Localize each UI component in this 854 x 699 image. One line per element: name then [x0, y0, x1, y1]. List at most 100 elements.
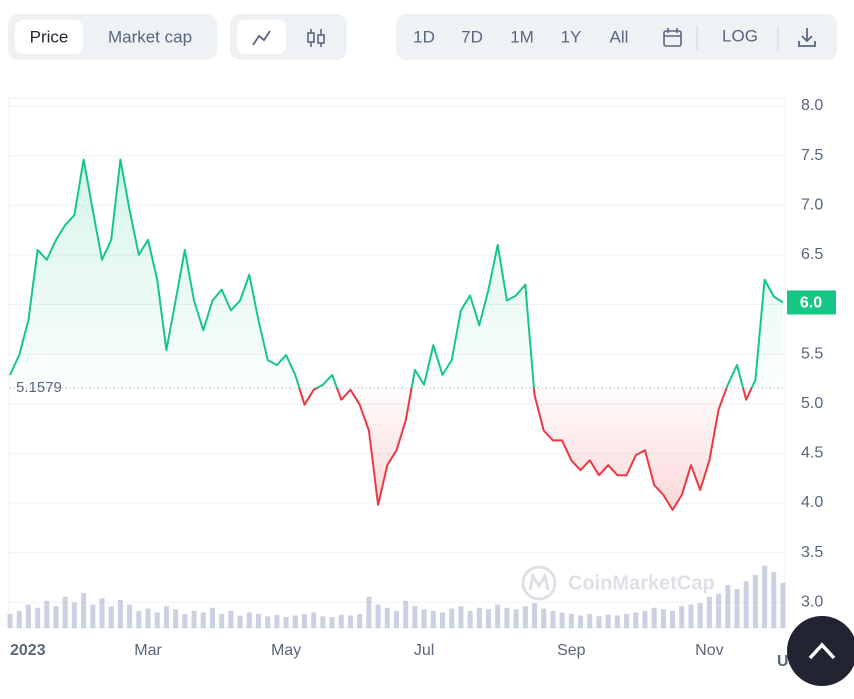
volume-bar — [559, 612, 565, 628]
range-1d[interactable]: 1D — [413, 27, 435, 46]
volume-bar — [127, 604, 133, 628]
x-tick-label: Mar — [134, 642, 162, 659]
volume-bar — [329, 617, 335, 628]
current-price-tag — [787, 290, 836, 315]
y-tick-label: 7.5 — [801, 147, 823, 164]
volume-bar — [504, 607, 510, 628]
volume-bar — [605, 614, 611, 628]
calendar-icon[interactable] — [663, 28, 682, 47]
volume-bar — [430, 610, 436, 628]
volume-bar — [173, 609, 179, 628]
range-1m[interactable]: 1M — [510, 27, 534, 46]
volume-bar — [265, 616, 271, 628]
volume-bar — [71, 602, 77, 628]
volume-bar — [780, 582, 786, 628]
log-button[interactable]: LOG — [722, 26, 758, 45]
volume-bar — [274, 614, 280, 628]
volume-bar — [532, 603, 538, 628]
x-tick-label: Sep — [557, 642, 586, 659]
volume-bar — [145, 608, 151, 628]
y-tick-label: 6.5 — [801, 246, 823, 263]
y-tick-label: 7.0 — [801, 196, 823, 213]
volume-bar — [191, 610, 197, 628]
volume-bar — [35, 607, 41, 628]
range-group — [396, 14, 837, 60]
x-tick-label: 2023 — [10, 642, 46, 659]
price-area — [10, 159, 783, 510]
volume-bar — [16, 610, 22, 628]
tab-price[interactable]: Price — [30, 27, 69, 46]
x-tick-label: Nov — [695, 642, 723, 659]
range-7d[interactable]: 7D — [461, 27, 483, 46]
y-tick-label: 4.5 — [801, 445, 823, 462]
line-icon — [252, 30, 271, 46]
volume-bar — [725, 585, 731, 628]
volume-bar — [513, 609, 519, 628]
y-tick-label: 3.0 — [801, 593, 823, 610]
volume-bar — [311, 612, 317, 628]
y-tick-label: 3.5 — [801, 544, 823, 561]
plot: 5.1579 — [9, 158, 784, 511]
volume-bar — [440, 612, 446, 628]
volume-bar — [614, 615, 620, 628]
x-tick-label: Jul — [414, 642, 434, 659]
volume-bar — [578, 615, 584, 628]
volume-bar — [99, 598, 105, 628]
volume-bar — [771, 571, 777, 628]
volume-bar — [53, 606, 59, 628]
volume-bar — [62, 596, 68, 628]
volume-bar — [642, 610, 648, 628]
volume-bar — [716, 593, 722, 628]
tab-market-cap[interactable]: Market cap — [108, 27, 192, 46]
volume-bar — [550, 610, 556, 628]
volume-bar — [697, 603, 703, 628]
range-1y[interactable]: 1Y — [561, 27, 582, 46]
volume-bar — [651, 607, 657, 628]
watermark-text: CoinMarketCap — [568, 572, 715, 594]
y-tick-label: 4.0 — [801, 494, 823, 511]
volume-bar — [403, 600, 409, 628]
y-tick-label: 5.5 — [801, 345, 823, 362]
volume-bar — [752, 574, 758, 628]
volume-bar — [255, 613, 261, 628]
range-all[interactable]: All — [610, 27, 629, 46]
volume-bar — [163, 606, 169, 628]
volume-bar — [44, 600, 50, 628]
y-tick-label: 8.0 — [801, 97, 823, 114]
volume-bar — [568, 613, 574, 628]
volume-bar — [182, 613, 188, 628]
x-tick-label: May — [271, 642, 301, 659]
axes: 3.0 3.5 4.0 4.5 5.0 5.5 6.0 6.5 7.0 7.5 8.0 2023 Mar… — [10, 97, 836, 659]
volume-bar — [679, 606, 685, 628]
volume-bar — [486, 609, 492, 628]
toolbar: Price Market cap 1D 7D 1M 1Y All LOG — [8, 14, 837, 60]
volume-bar — [587, 613, 593, 628]
volume-bar — [541, 608, 547, 628]
volume-bar — [283, 617, 289, 628]
current-price-label: 6.0 — [800, 295, 822, 312]
volume-bar — [320, 616, 326, 628]
volume-bar — [421, 609, 427, 628]
volume-bar — [412, 606, 418, 628]
volume-bar — [200, 612, 206, 628]
volume-bar — [81, 592, 87, 628]
volume-bar — [136, 610, 142, 628]
volume-bar — [660, 609, 666, 628]
volume-bar — [467, 610, 473, 628]
candle-icon[interactable] — [307, 29, 325, 47]
watermark: CoinMarketCap — [521, 565, 715, 601]
download-icon[interactable] — [798, 28, 816, 47]
volume-bar — [633, 612, 639, 628]
volume-bar — [209, 607, 215, 628]
y-tick-label: 5.0 — [801, 395, 823, 412]
volume-bar — [375, 604, 381, 628]
volume-bar — [357, 613, 363, 628]
volume-bar — [734, 589, 740, 628]
volume-bar — [237, 615, 243, 628]
volume-bar — [292, 615, 298, 628]
volume-bar — [596, 616, 602, 628]
volume-bar — [90, 604, 96, 628]
volume-bar — [7, 613, 13, 628]
scroll-top-button[interactable] — [787, 616, 854, 686]
volume-bar — [366, 596, 372, 628]
